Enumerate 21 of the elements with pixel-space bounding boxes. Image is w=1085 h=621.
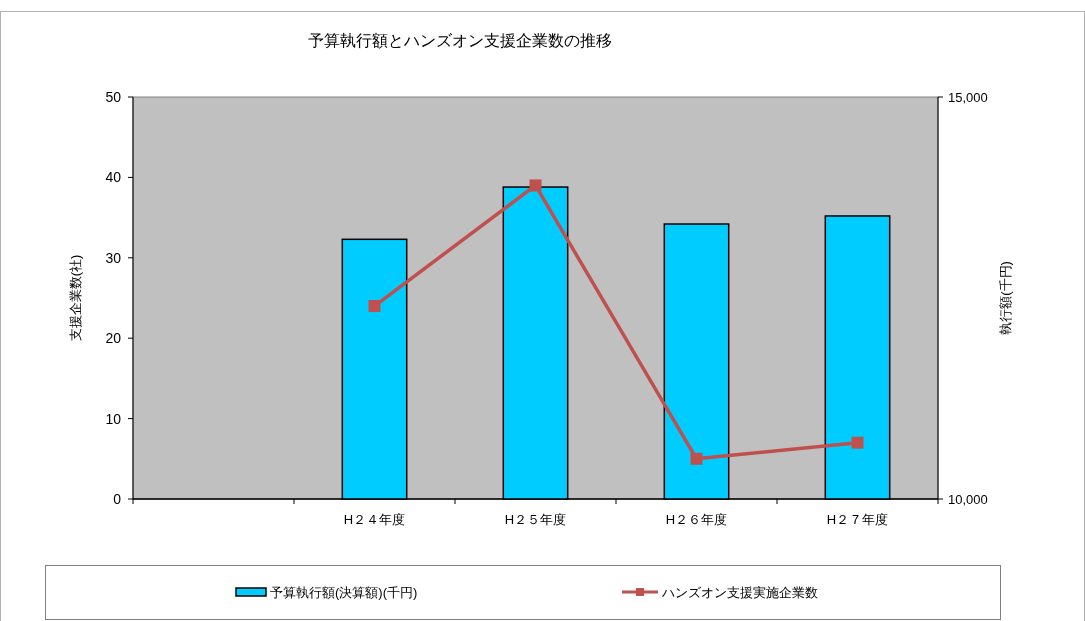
y2-tick-label: 10,000 [948, 492, 988, 507]
point [368, 300, 381, 313]
x-tick-label: H２５年度 [504, 512, 567, 527]
point [690, 452, 703, 465]
x-tick-label: H２６年度 [665, 512, 728, 527]
x-tick-label: H２４年度 [343, 512, 406, 527]
y-tick-label: 30 [105, 249, 122, 266]
legend-label: ハンズオン支援実施企業数 [661, 585, 818, 600]
point [851, 436, 864, 449]
y-tick-label: 0 [113, 491, 122, 507]
y-tick-label: 40 [105, 169, 122, 186]
y-axis-title: 支援企業数(社) [68, 254, 83, 342]
x-tick-label: H２７年度 [826, 512, 889, 527]
y-tick-label: 10 [105, 410, 122, 427]
y-tick-label: 20 [105, 330, 122, 347]
point [529, 179, 542, 192]
y2-tick-label: 15,000 [948, 90, 988, 105]
legend-label: 予算執行額(決算額)(千円) [270, 585, 418, 600]
chart-title: 予算執行額とハンズオン支援企業数の推移 [308, 32, 612, 49]
y2-axis-title: 執行額(千円) [998, 261, 1013, 335]
y-tick-label: 50 [105, 89, 122, 105]
